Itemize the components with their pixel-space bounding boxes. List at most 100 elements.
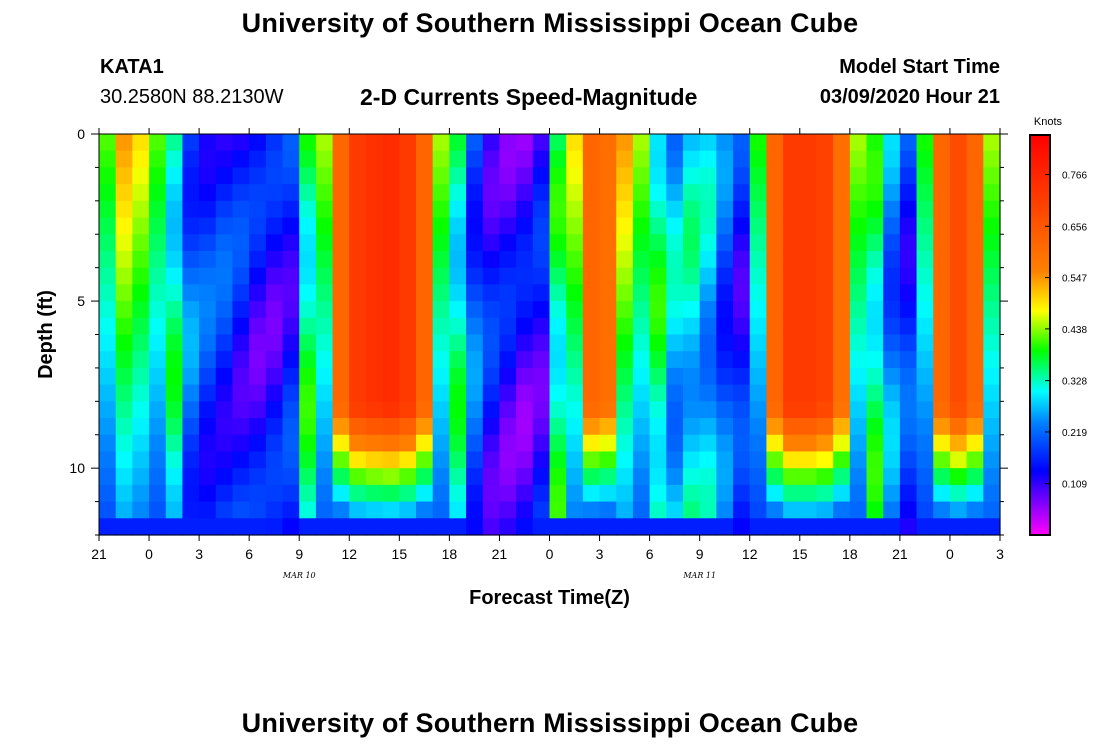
heatmap-cell bbox=[933, 234, 951, 252]
heatmap-cell bbox=[933, 484, 951, 503]
heatmap-cell bbox=[666, 518, 684, 536]
heatmap-cell bbox=[582, 234, 601, 252]
x-axis-title: Forecast Time(Z) bbox=[469, 587, 630, 609]
heatmap-cell bbox=[566, 484, 584, 503]
heatmap-cell bbox=[115, 351, 133, 369]
heatmap-cell bbox=[916, 418, 934, 436]
heatmap-cell bbox=[566, 518, 584, 536]
heatmap-cell bbox=[265, 418, 284, 436]
heatmap-cell bbox=[899, 367, 918, 386]
heatmap-cell bbox=[416, 267, 434, 285]
heatmap-cell bbox=[833, 301, 851, 319]
heatmap-cell bbox=[499, 284, 517, 302]
heatmap-cell bbox=[899, 501, 918, 519]
heatmap-cell bbox=[332, 434, 350, 453]
heatmap-cell bbox=[99, 367, 117, 386]
heatmap-cell bbox=[899, 418, 918, 436]
x-tick-label: 6 bbox=[245, 546, 253, 562]
heatmap-cell bbox=[416, 418, 434, 436]
heatmap-cell bbox=[849, 317, 868, 336]
heatmap-cell bbox=[599, 401, 617, 419]
heatmap-cell bbox=[983, 484, 1001, 503]
heatmap-cell bbox=[616, 418, 634, 436]
heatmap-cell bbox=[566, 234, 584, 252]
heatmap-cell bbox=[983, 234, 1001, 252]
heatmap-cell bbox=[616, 384, 634, 402]
heatmap-cell bbox=[482, 367, 501, 386]
heatmap-cell bbox=[733, 518, 751, 536]
heatmap-cell bbox=[365, 317, 384, 336]
heatmap-cell bbox=[115, 401, 133, 419]
heatmap-cell bbox=[432, 217, 450, 235]
heatmap-cell bbox=[516, 167, 534, 185]
heatmap-cell bbox=[349, 317, 367, 336]
heatmap-cell bbox=[299, 501, 317, 519]
heatmap-cell bbox=[149, 418, 167, 436]
heatmap-cell bbox=[382, 267, 400, 285]
heatmap-cell bbox=[866, 134, 884, 152]
heatmap-cell bbox=[516, 434, 534, 453]
heatmap-cell bbox=[566, 267, 584, 285]
heatmap-cell bbox=[799, 484, 818, 503]
heatmap-cell bbox=[332, 217, 350, 235]
heatmap-cell bbox=[232, 451, 250, 469]
heatmap-cell bbox=[816, 200, 834, 219]
heatmap-cell bbox=[265, 484, 284, 503]
heatmap-cell bbox=[966, 501, 984, 519]
heatmap-cell bbox=[566, 150, 584, 169]
heatmap-cell bbox=[733, 334, 751, 352]
heatmap-cell bbox=[783, 184, 801, 202]
heatmap-cell bbox=[716, 367, 734, 386]
heatmap-cell bbox=[899, 334, 918, 352]
heatmap-cell bbox=[149, 200, 167, 219]
heatmap-cell bbox=[966, 317, 984, 336]
heatmap-cell bbox=[649, 250, 667, 269]
heatmap-cell bbox=[866, 200, 884, 219]
heatmap-cell bbox=[599, 384, 617, 402]
heatmap-cell bbox=[199, 167, 217, 185]
heatmap-cell bbox=[132, 200, 150, 219]
heatmap-cell bbox=[149, 334, 167, 352]
heatmap-cell bbox=[649, 518, 667, 536]
heatmap-cell bbox=[449, 451, 467, 469]
heatmap-cell bbox=[866, 484, 884, 503]
heatmap-cell bbox=[149, 384, 167, 402]
heatmap-cell bbox=[899, 234, 918, 252]
heatmap-cell bbox=[833, 200, 851, 219]
heatmap-cell bbox=[733, 418, 751, 436]
heatmap-cell bbox=[966, 468, 984, 486]
heatmap-cell bbox=[933, 401, 951, 419]
heatmap-cell bbox=[916, 217, 934, 235]
heatmap-cell bbox=[766, 150, 784, 169]
heatmap-cell bbox=[916, 234, 934, 252]
heatmap-cell bbox=[949, 468, 968, 486]
heatmap-cell bbox=[632, 284, 651, 302]
heatmap-cell bbox=[632, 351, 651, 369]
heatmap-cell bbox=[199, 317, 217, 336]
heatmap-cell bbox=[149, 267, 167, 285]
heatmap-cell bbox=[716, 301, 734, 319]
heatmap-cell bbox=[549, 167, 567, 185]
heatmap-cell bbox=[132, 351, 150, 369]
heatmap-cell bbox=[349, 234, 367, 252]
heatmap-cell bbox=[682, 250, 701, 269]
heatmap-cell bbox=[966, 301, 984, 319]
heatmap-cell bbox=[949, 334, 968, 352]
heatmap-cell bbox=[282, 418, 300, 436]
heatmap-cell bbox=[349, 484, 367, 503]
heatmap-cell bbox=[582, 250, 601, 269]
heatmap-cell bbox=[482, 451, 501, 469]
heatmap-cell bbox=[916, 301, 934, 319]
heatmap-cell bbox=[866, 451, 884, 469]
heatmap-cell bbox=[499, 451, 517, 469]
heatmap-cell bbox=[549, 351, 567, 369]
heatmap-cell bbox=[232, 317, 250, 336]
heatmap-cell bbox=[866, 317, 884, 336]
heatmap-cell bbox=[666, 134, 684, 152]
heatmap-cell bbox=[983, 134, 1001, 152]
heatmap-cell bbox=[215, 217, 234, 235]
heatmap-cell bbox=[816, 167, 834, 185]
heatmap-cell bbox=[165, 468, 184, 486]
heatmap-cell bbox=[215, 401, 234, 419]
